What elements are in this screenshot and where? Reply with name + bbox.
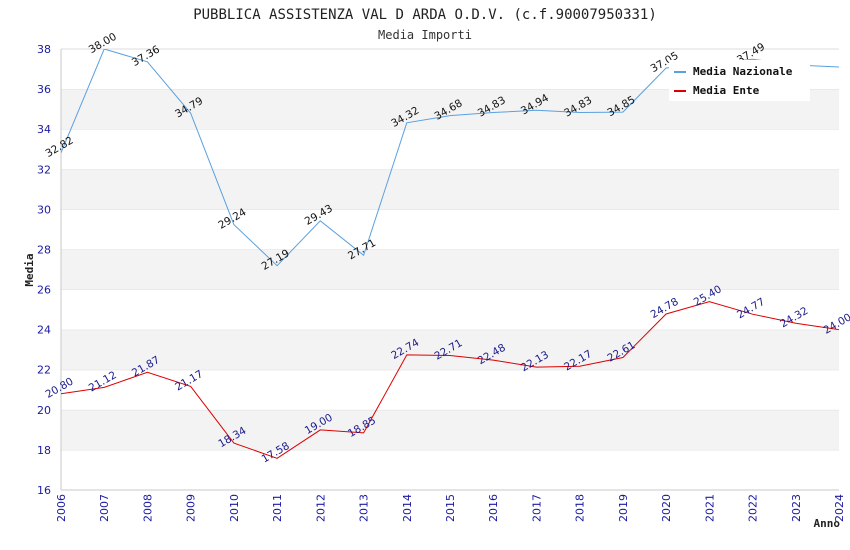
chart-subtitle: Media Importi bbox=[378, 28, 472, 42]
legend-label-media-nazionale: Media Nazionale bbox=[693, 65, 793, 78]
y-tick-label: 32 bbox=[37, 163, 51, 176]
legend-label-media-ente: Media Ente bbox=[693, 84, 760, 97]
y-tick-label: 36 bbox=[37, 83, 51, 96]
chart-title: PUBBLICA ASSISTENZA VAL D ARDA O.D.V. (c… bbox=[193, 7, 657, 23]
x-tick-label: 2021 bbox=[703, 494, 716, 522]
grid-bands bbox=[61, 48, 839, 490]
x-tick-label: 2013 bbox=[358, 494, 371, 522]
y-tick-label: 18 bbox=[37, 444, 51, 457]
y-tick-label: 30 bbox=[37, 203, 51, 216]
y-tick-label: 20 bbox=[37, 404, 51, 417]
y-tick-label: 24 bbox=[37, 324, 51, 337]
grid-band bbox=[61, 449, 839, 490]
x-tick-label: 2016 bbox=[487, 494, 500, 522]
y-axis-label: Media bbox=[23, 253, 36, 286]
grid-band bbox=[61, 129, 839, 170]
x-axis-label: Anno bbox=[814, 517, 841, 530]
x-tick-label: 2008 bbox=[141, 494, 154, 522]
x-tick-label: 2024 bbox=[833, 494, 846, 522]
legend: Media Nazionale Media Ente bbox=[669, 60, 810, 101]
grid-band bbox=[61, 289, 839, 330]
y-tick-label: 34 bbox=[37, 123, 51, 136]
grid-band bbox=[61, 409, 839, 450]
grid-band bbox=[61, 369, 839, 410]
x-tick-label: 2020 bbox=[660, 494, 673, 522]
x-axis-ticks: 2006 2007 2008 2009 2010 2011 2012 2013 2014 2015… bbox=[55, 494, 846, 522]
x-tick-label: 2022 bbox=[747, 494, 760, 522]
x-tick-label: 2006 bbox=[55, 494, 68, 522]
x-tick-label: 2017 bbox=[530, 494, 543, 522]
x-tick-label: 2011 bbox=[271, 494, 284, 522]
series-line-media-ente bbox=[61, 301, 839, 459]
x-tick-label: 2009 bbox=[185, 494, 198, 522]
grid-band bbox=[61, 329, 839, 370]
y-tick-label: 22 bbox=[37, 364, 51, 377]
y-tick-label: 28 bbox=[37, 243, 51, 256]
y-tick-label: 38 bbox=[37, 43, 51, 56]
y-tick-label: 26 bbox=[37, 284, 51, 297]
x-tick-label: 2007 bbox=[98, 494, 111, 522]
x-tick-label: 2010 bbox=[228, 494, 241, 522]
x-tick-label: 2014 bbox=[401, 494, 414, 522]
y-tick-label: 16 bbox=[37, 484, 51, 497]
x-tick-label: 2023 bbox=[790, 494, 803, 522]
x-tick-label: 2015 bbox=[444, 494, 457, 522]
grid-band bbox=[61, 249, 839, 290]
legend-box bbox=[669, 60, 810, 101]
x-tick-label: 2012 bbox=[314, 494, 327, 522]
grid-band bbox=[61, 209, 839, 250]
grid-band bbox=[61, 169, 839, 210]
x-tick-label: 2018 bbox=[574, 494, 587, 522]
y-axis-ticks: 16 18 20 22 24 26 28 30 32 34 36 38 bbox=[37, 43, 51, 497]
x-tick-label: 2019 bbox=[617, 494, 630, 522]
